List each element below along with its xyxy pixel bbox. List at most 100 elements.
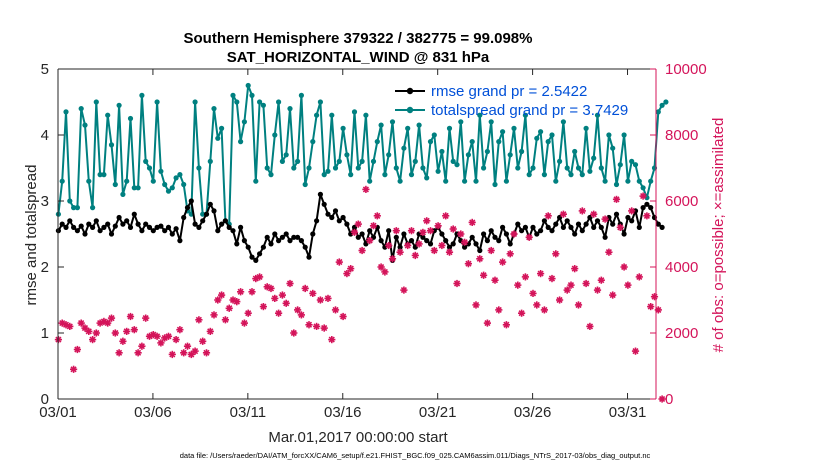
rmse-point xyxy=(173,226,179,232)
totalspread-point xyxy=(238,139,244,145)
obs-count-point xyxy=(434,222,442,230)
rmse-point xyxy=(200,218,206,224)
rmse-point xyxy=(314,218,320,224)
totalspread-point xyxy=(469,139,475,145)
rmse-point xyxy=(488,228,494,234)
rmse-point xyxy=(572,231,578,237)
totalspread-point xyxy=(230,92,236,98)
totalspread-point xyxy=(146,165,153,171)
totalspread-point xyxy=(295,158,301,164)
obs-count-point xyxy=(643,212,651,220)
legend-spread-label: totalspread grand pr = 3.7429 xyxy=(431,102,628,119)
rmse-point xyxy=(344,221,350,227)
rmse-point xyxy=(579,228,585,234)
x-tick-label: 03/26 xyxy=(514,404,552,421)
rmse-point xyxy=(541,218,548,224)
obs-count-point xyxy=(176,326,184,334)
obs-count-point xyxy=(328,336,336,344)
obs-count-point xyxy=(419,228,427,236)
rmse-point xyxy=(139,228,145,234)
obs-count-point xyxy=(157,339,165,347)
obs-count-point xyxy=(499,258,507,266)
totalspread-point xyxy=(655,109,661,115)
totalspread-point xyxy=(648,178,654,184)
totalspread-point xyxy=(511,125,517,131)
totalspread-point xyxy=(359,158,365,164)
totalspread-point xyxy=(264,165,270,171)
rmse-point xyxy=(648,205,654,211)
totalspread-point xyxy=(215,135,221,141)
obs-count-point xyxy=(476,255,484,263)
rmse-point xyxy=(568,224,574,230)
rmse-point xyxy=(530,224,536,230)
obs-count-point xyxy=(453,279,461,288)
rmse-point xyxy=(473,241,479,247)
rmse-point xyxy=(219,221,225,227)
rmse-point xyxy=(97,228,103,234)
legend: rmse grand pr = 2.5422 totalspread grand… xyxy=(395,83,628,119)
rmse-point xyxy=(302,244,308,250)
obs-count-point xyxy=(404,241,412,250)
rmse-point xyxy=(591,224,597,230)
obs-count-point xyxy=(491,276,499,284)
totalspread-point xyxy=(177,172,183,178)
totalspread-point xyxy=(625,178,631,184)
rmse-point xyxy=(450,241,456,247)
totalspread-point xyxy=(481,165,487,171)
totalspread-point xyxy=(435,168,441,174)
obs-count-point xyxy=(164,332,173,340)
totalspread-point xyxy=(97,172,103,178)
totalspread-point xyxy=(484,148,490,155)
y-right-tick-label: 8000 xyxy=(665,127,698,144)
obs-count-point xyxy=(483,319,491,327)
totalspread-point xyxy=(424,175,430,181)
obs-count-point xyxy=(449,225,457,233)
chart-title-line1: Southern Hemisphere 379322 / 382775 = 99… xyxy=(184,30,533,47)
y-left-tick-label: 5 xyxy=(41,61,49,78)
obs-count-point xyxy=(423,217,431,225)
totalspread-point xyxy=(545,139,551,145)
totalspread-point xyxy=(522,112,529,118)
rmse-point xyxy=(621,231,627,237)
totalspread-point xyxy=(321,172,327,178)
rmse-point xyxy=(329,214,335,221)
totalspread-point xyxy=(291,165,297,171)
totalspread-point xyxy=(443,178,449,184)
y-right-tick-label: 10000 xyxy=(665,61,707,78)
rmse-point xyxy=(291,234,297,240)
rmse-point xyxy=(632,208,639,214)
rmse-point xyxy=(112,223,118,229)
totalspread-point xyxy=(200,211,206,217)
rmse-point xyxy=(222,218,228,224)
rmse-point xyxy=(260,244,266,250)
totalspread-point xyxy=(162,181,168,188)
obs-count-point xyxy=(62,321,70,329)
rmse-point xyxy=(90,224,96,230)
obs-count-point xyxy=(214,296,222,304)
obs-count-point xyxy=(256,273,264,281)
totalspread-point xyxy=(560,119,567,125)
totalspread-point xyxy=(370,158,377,164)
rmse-point xyxy=(116,214,122,221)
rmse-point xyxy=(211,208,217,214)
totalspread-point xyxy=(606,132,612,138)
legend-rmse-marker xyxy=(406,87,414,95)
rmse-point xyxy=(59,221,65,227)
obs-count-point xyxy=(225,304,233,312)
obs-count-point xyxy=(445,248,454,256)
obs-count-point xyxy=(126,312,135,321)
rmse-point xyxy=(625,214,631,221)
totalspread-point xyxy=(150,178,156,184)
rmse-point xyxy=(207,201,213,207)
totalspread-point xyxy=(71,205,77,211)
obs-count-point xyxy=(552,250,560,258)
rmse-point xyxy=(86,221,92,227)
totalspread-point xyxy=(317,99,323,105)
obs-count-point xyxy=(339,312,347,321)
totalspread-point xyxy=(74,205,80,211)
totalspread-point xyxy=(93,99,99,105)
rmse-point xyxy=(192,221,198,227)
obs-count-point xyxy=(278,291,286,299)
y-right-tick-label: 4000 xyxy=(665,259,698,276)
obs-count-point xyxy=(81,324,89,332)
